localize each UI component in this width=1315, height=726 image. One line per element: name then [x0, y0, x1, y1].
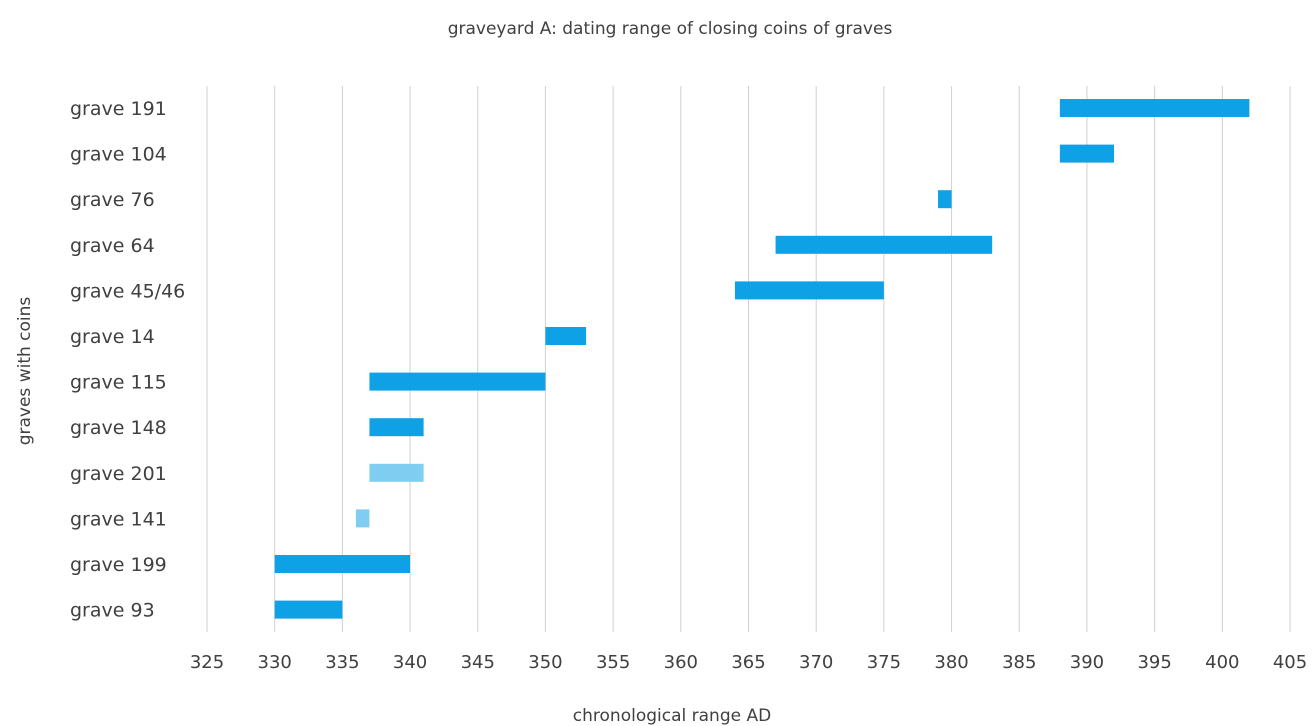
category-label: grave 199: [70, 554, 167, 576]
x-tick-label: 405: [1273, 652, 1307, 673]
category-label: grave 141: [70, 508, 167, 530]
range-bar: [545, 327, 587, 345]
category-label: grave 104: [70, 144, 167, 166]
x-tick-label: 365: [731, 652, 765, 673]
range-bar: [369, 418, 424, 437]
category-label: grave 45/46: [70, 280, 185, 302]
category-label: grave 64: [70, 235, 155, 257]
x-tick-label: 360: [664, 652, 698, 673]
range-bar: [274, 555, 411, 573]
x-tick-label: 390: [1070, 652, 1104, 673]
category-label: grave 115: [70, 372, 167, 394]
category-label: grave 191: [70, 98, 167, 120]
y-axis-title: graves with coins: [15, 297, 35, 446]
category-label: grave 14: [70, 326, 155, 348]
range-bar: [369, 463, 424, 482]
range-bar: [1059, 99, 1250, 117]
range-bar: [1059, 144, 1115, 163]
x-tick-label: 325: [190, 652, 224, 673]
category-labels: grave 191 grave 104 grave 76 grave 64 grave …: [70, 98, 185, 622]
range-bar: [734, 281, 884, 300]
x-tick-label: 370: [799, 652, 833, 673]
category-label: grave 201: [70, 463, 167, 485]
range-bar: [369, 372, 546, 391]
range-bar: [355, 509, 370, 528]
x-tick-label: 330: [258, 652, 292, 673]
category-label: grave 93: [70, 600, 155, 622]
x-tick-label: 340: [393, 652, 427, 673]
x-tick-label: 380: [934, 652, 968, 673]
x-tick-label: 335: [325, 652, 359, 673]
x-tick-labels: 325 330 335 340 345 350 355 360 365 370 375 380 385 3…: [190, 652, 1307, 673]
chart-title: graveyard A: dating range of closing coi…: [448, 19, 893, 39]
range-bar: [274, 600, 343, 619]
range-bar: [938, 190, 952, 209]
range-bars: [274, 99, 1250, 619]
x-axis-title: chronological range AD: [573, 706, 771, 726]
gridlines: [206, 86, 1291, 632]
x-tick-label: 395: [1137, 652, 1171, 673]
range-bar: [775, 235, 993, 254]
x-tick-label: 350: [528, 652, 562, 673]
x-tick-label: 385: [1002, 652, 1036, 673]
x-tick-label: 400: [1205, 652, 1239, 673]
category-label: grave 76: [70, 189, 155, 211]
category-label: grave 148: [70, 417, 167, 439]
x-tick-label: 345: [461, 652, 495, 673]
x-tick-label: 355: [596, 652, 630, 673]
x-tick-label: 375: [867, 652, 901, 673]
